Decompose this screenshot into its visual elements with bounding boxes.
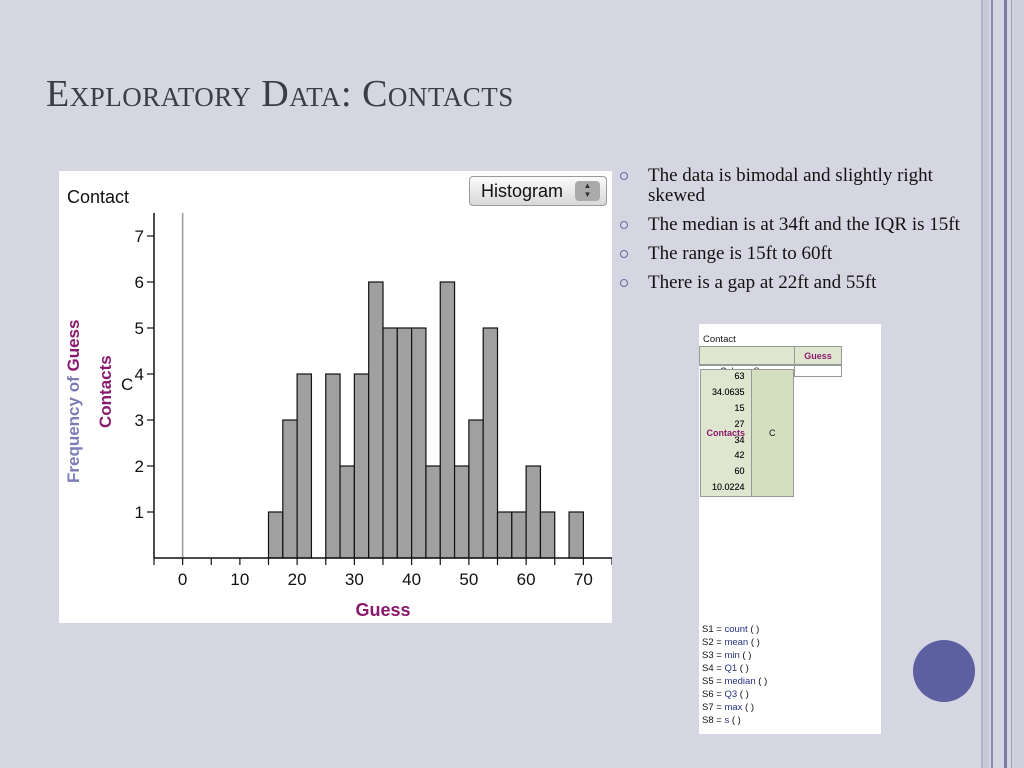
bullet-item: The median is at 34ft and the IQR is 15f… xyxy=(620,215,980,235)
histogram-bar xyxy=(396,327,413,559)
row-label-group: Contacts xyxy=(96,355,115,428)
summary-value: 63 xyxy=(734,371,745,382)
bullet-item: The data is bimodal and slightly right s… xyxy=(620,166,980,206)
stat-row[interactable]: S5 = median ( ) xyxy=(702,676,768,687)
right-rail-band xyxy=(1011,0,1024,768)
histogram-bar xyxy=(296,373,313,559)
summary-value: 34.0635 xyxy=(711,387,745,398)
histogram-bar xyxy=(267,511,284,559)
x-axis-label: Guess xyxy=(355,600,410,620)
y-axis-label-prefix: Frequency of xyxy=(64,372,83,483)
histogram-bar xyxy=(339,465,355,559)
summary-value: 34 xyxy=(734,434,745,445)
y-tick-label: 1 xyxy=(135,503,144,522)
stat-row[interactable]: S2 = mean ( ) xyxy=(702,637,760,648)
histogram-bar xyxy=(353,373,370,559)
summary-value: 10.0224 xyxy=(711,481,745,492)
summary-table-panel: Contact Guess Contacts C 63 34.0635 15 xyxy=(699,324,881,734)
x-tick-label: 20 xyxy=(288,570,307,589)
column-summary-value: 60 xyxy=(734,466,745,477)
y-axis-label: Frequency of Guess xyxy=(64,320,83,483)
histogram-bar xyxy=(325,373,341,559)
y-tick-label: 5 xyxy=(135,319,144,338)
y-axis-label-guess: Guess xyxy=(64,320,83,372)
slide-title: Exploratory Data: Contacts xyxy=(46,73,514,115)
bullet-item: There is a gap at 22ft and 55ft xyxy=(620,273,980,293)
plot-type-select[interactable]: Histogram ▲ ▼ xyxy=(469,176,607,206)
column-summary-value: 42 xyxy=(734,450,745,461)
histogram-bar xyxy=(411,327,427,559)
chart-header: Contact xyxy=(67,187,129,207)
row-value: C xyxy=(121,375,133,394)
value-column: 63 34.0635 15 27 34 42 60 10.0224 xyxy=(700,369,748,495)
row-label: Contacts xyxy=(96,355,115,428)
summary-value: 27 xyxy=(734,418,745,429)
histogram-bar xyxy=(439,281,456,559)
histogram-bar xyxy=(482,327,499,559)
x-tick-label: 10 xyxy=(230,570,249,589)
histogram-bar xyxy=(496,511,513,559)
summary-value: 60 xyxy=(734,466,745,477)
decorative-circle xyxy=(913,640,975,702)
bullet-icon xyxy=(620,250,628,258)
y-tick-label: 3 xyxy=(135,411,144,430)
right-rail-line xyxy=(991,0,993,768)
y-tick-label: 6 xyxy=(135,273,144,292)
stepper-icon: ▲ ▼ xyxy=(575,181,600,201)
histogram-bar xyxy=(511,511,527,559)
stat-row[interactable]: S1 = count ( ) xyxy=(702,624,760,635)
histogram-bar xyxy=(539,511,556,559)
column-summary-value: 15 xyxy=(734,402,745,413)
column-summary-values: 63 34.0635 15 27 34 42 60 10.0224 xyxy=(700,369,748,495)
summary-title: Contact xyxy=(703,334,736,345)
stat-row[interactable]: S7 = max ( ) xyxy=(702,702,755,713)
summary-value: 15 xyxy=(734,402,745,413)
stat-row[interactable]: S8 = s ( ) xyxy=(702,715,741,726)
histogram-bar xyxy=(368,281,384,559)
histogram-bar xyxy=(425,465,441,559)
bullet-icon xyxy=(620,172,628,180)
histogram-bar xyxy=(468,419,484,559)
row-value: C xyxy=(750,368,794,497)
plot-type-label: Histogram xyxy=(481,181,564,201)
x-tick-label: 50 xyxy=(459,570,478,589)
stat-row[interactable]: S3 = min ( ) xyxy=(702,650,752,661)
histogram-panel: Contact Frequency of Guess Contacts C Gu… xyxy=(59,171,612,623)
column-header: Guess xyxy=(794,346,842,365)
y-tick-label: 4 xyxy=(135,365,144,384)
column-summary-value: 34 xyxy=(734,434,745,445)
row-label: Contacts xyxy=(699,368,752,497)
x-tick-label: 60 xyxy=(517,570,536,589)
column-summary-value: 27 xyxy=(734,418,745,429)
column-summary-value: 34.0635 xyxy=(711,387,745,398)
column-summary-value: 10.0224 xyxy=(711,481,745,492)
x-tick-label: 70 xyxy=(574,570,593,589)
svg-text:Frequency of Guess: Frequency of Guess xyxy=(64,320,83,483)
histogram-bar xyxy=(453,465,470,559)
right-rail-line-2 xyxy=(1004,0,1007,768)
y-tick-label: 2 xyxy=(135,457,144,476)
histogram-chart: Contact Frequency of Guess Contacts C Gu… xyxy=(64,187,612,620)
bullet-icon xyxy=(620,221,628,229)
histogram-bar xyxy=(568,511,584,559)
x-tick-label: 40 xyxy=(402,570,421,589)
stats-formulas: S1 = count ( ) S2 = mean ( ) S3 = min ( … xyxy=(702,623,767,727)
histogram-bar xyxy=(282,419,298,559)
stat-row[interactable]: S6 = Q3 ( ) xyxy=(702,689,749,700)
y-tick-label: 7 xyxy=(135,227,144,246)
x-tick-label: 0 xyxy=(178,570,187,589)
summary-value: 42 xyxy=(734,450,745,461)
histogram-bar xyxy=(382,327,398,559)
x-tick-label: 30 xyxy=(345,570,364,589)
right-rail xyxy=(981,0,989,768)
stat-row[interactable]: S4 = Q1 ( ) xyxy=(702,663,749,674)
bullet-icon xyxy=(620,279,628,287)
column-summary-value: 63 xyxy=(734,371,745,382)
histogram-bar xyxy=(525,465,542,559)
bullet-list: The data is bimodal and slightly right s… xyxy=(620,166,980,302)
bullet-item: The range is 15ft to 60ft xyxy=(620,244,980,264)
summary-table: Guess Contacts C 63 34.0635 15 27 34 xyxy=(699,346,842,497)
